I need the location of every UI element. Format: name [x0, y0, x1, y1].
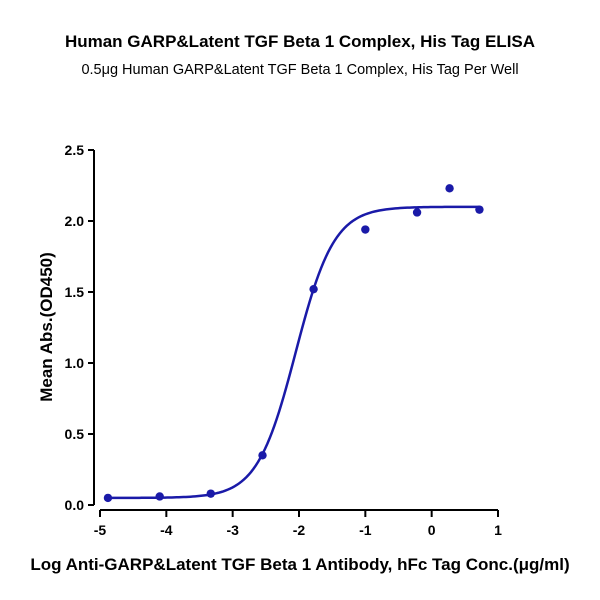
y-tick-label: 2.5 [65, 142, 85, 158]
chart-subtitle: 0.5μg Human GARP&Latent TGF Beta 1 Compl… [81, 62, 518, 78]
fit-curve [106, 205, 480, 500]
data-point [103, 493, 113, 503]
x-axis-ticks: -5 -4 -3 -2 -1 0 1 [94, 510, 502, 538]
data-point [412, 208, 422, 217]
data-point [475, 205, 484, 214]
y-tick-label: 1.5 [65, 284, 85, 300]
x-tick-label: -5 [94, 522, 107, 538]
y-tick-label: 0.5 [65, 426, 85, 442]
x-tick-label: 0 [428, 522, 436, 538]
chart-title: Human GARP&Latent TGF Beta 1 Complex, Hi… [65, 32, 535, 51]
y-tick-label: 1.0 [65, 355, 85, 371]
x-tick-label: -1 [359, 522, 372, 538]
y-tick-label: 2.0 [65, 213, 85, 229]
y-tick-label: 0.0 [65, 497, 85, 513]
x-axis-title: Log Anti-GARP&Latent TGF Beta 1 Antibody… [30, 555, 569, 574]
y-axis-ticks: 0.0 0.5 1.0 1.5 2.0 2.5 [65, 142, 94, 513]
data-point [445, 184, 454, 193]
axes: 0.0 0.5 1.0 1.5 2.0 2.5 -5 -4 -3 -2 -1 0 1 [65, 142, 503, 538]
plot-area [103, 184, 484, 503]
data-point [155, 492, 164, 501]
x-tick-label: -2 [293, 522, 306, 538]
x-tick-label: 1 [494, 522, 502, 538]
y-axis-title: Mean Abs.(OD450) [37, 252, 56, 402]
x-tick-label: -3 [226, 522, 239, 538]
data-points [103, 184, 484, 503]
data-point [206, 489, 215, 498]
data-point [258, 451, 267, 460]
x-tick-label: -4 [160, 522, 173, 538]
data-point [361, 225, 370, 234]
data-point [309, 284, 318, 294]
